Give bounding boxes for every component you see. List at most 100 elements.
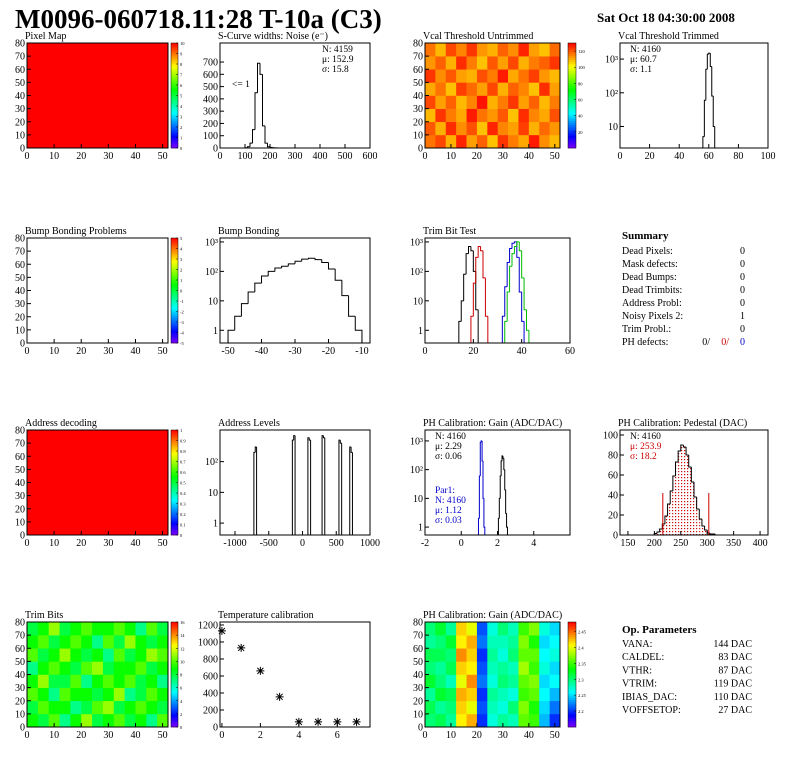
x-tick-label: 20 bbox=[76, 346, 86, 357]
heatmap-cell bbox=[497, 134, 509, 149]
histogram-bin bbox=[468, 245, 471, 254]
histogram-bin bbox=[506, 513, 508, 535]
palette-strip bbox=[568, 718, 576, 721]
palette-strip bbox=[171, 706, 178, 709]
heatmap-cell bbox=[518, 108, 530, 123]
panel-title: PH Calibration: Gain (ADC/DAC) bbox=[423, 418, 562, 429]
palette-strip bbox=[171, 55, 178, 58]
y-tick-label: 30 bbox=[15, 299, 25, 310]
x-tick-label: 40 bbox=[674, 151, 684, 162]
heatmap-cell bbox=[27, 622, 39, 636]
histogram-bin bbox=[341, 280, 349, 297]
stats-text: N: 4160 bbox=[630, 45, 661, 55]
y-tick-label: 50 bbox=[15, 78, 25, 89]
heatmap-cell bbox=[124, 661, 136, 675]
y-tick-label: 70 bbox=[15, 439, 25, 450]
histogram-bin bbox=[682, 445, 687, 448]
histogram-bin bbox=[706, 53, 709, 70]
x-tick-label: -10 bbox=[355, 346, 368, 357]
parameter-value: 27 DAC bbox=[718, 705, 752, 716]
palette-tick-label: 5 bbox=[180, 94, 183, 99]
parameter-label: VTHR: bbox=[622, 665, 652, 676]
heatmap-cell bbox=[124, 713, 136, 728]
palette-strip bbox=[171, 89, 178, 92]
heatmap-cell bbox=[508, 661, 519, 675]
heatmap-cell bbox=[476, 622, 488, 636]
palette-tick-label: 6 bbox=[180, 83, 183, 88]
heatmap-cell bbox=[539, 713, 550, 728]
palette-strip bbox=[568, 141, 576, 145]
histogram-bin bbox=[307, 257, 316, 260]
heatmap-cell bbox=[508, 700, 519, 715]
x-tick-label: 0 bbox=[423, 730, 428, 741]
palette-strip bbox=[568, 668, 576, 671]
heatmap-cell bbox=[435, 622, 447, 636]
palette-strip bbox=[568, 695, 576, 698]
heatmap-cell bbox=[445, 95, 457, 109]
palette-strip bbox=[568, 116, 576, 119]
heatmap-cell bbox=[435, 121, 447, 136]
palette-strip bbox=[171, 127, 178, 130]
x-tick-label: 40 bbox=[130, 730, 140, 741]
histogram-bin bbox=[656, 531, 660, 534]
palette-tick-label: 10 bbox=[180, 41, 185, 46]
heatmap-cell bbox=[497, 121, 509, 136]
histogram-bin bbox=[475, 271, 479, 311]
palette-strip bbox=[171, 133, 178, 136]
heatmap-cell bbox=[528, 700, 540, 715]
y-tick-label: 30 bbox=[15, 104, 25, 115]
palette-strip bbox=[568, 80, 576, 84]
palette-tick-label: 4 bbox=[180, 699, 183, 704]
heatmap-cell bbox=[476, 134, 488, 149]
palette-strip bbox=[171, 290, 178, 293]
histogram-bin bbox=[247, 291, 255, 304]
palette-strip bbox=[171, 122, 178, 126]
heatmap-cell bbox=[425, 700, 436, 715]
summary-label: Noisy Pixels 2: bbox=[622, 311, 683, 322]
heatmap-cell bbox=[157, 674, 169, 688]
palette-strip bbox=[171, 85, 178, 88]
palette-strip bbox=[171, 710, 178, 713]
heatmap-cell bbox=[476, 700, 488, 715]
heatmap-cell bbox=[113, 713, 125, 728]
heatmap-cell bbox=[528, 648, 540, 662]
palette-strip bbox=[171, 630, 178, 633]
palette-tick-label: 2.2 bbox=[578, 709, 584, 714]
heatmap-cell bbox=[456, 687, 467, 702]
heatmap-cell bbox=[549, 134, 561, 149]
heatmap-cell bbox=[539, 69, 550, 83]
palette-strip bbox=[171, 672, 178, 675]
palette-strip bbox=[171, 97, 178, 100]
histogram-bin bbox=[516, 241, 520, 258]
palette-tick-label: 0 bbox=[180, 289, 183, 294]
heatmap-cell bbox=[518, 648, 530, 662]
heatmap-cell bbox=[445, 121, 457, 136]
heatmap-cell bbox=[70, 687, 82, 702]
palette-strip bbox=[171, 68, 178, 71]
palette-strip bbox=[568, 672, 576, 675]
palette-strip bbox=[568, 45, 576, 48]
x-tick-label: 6 bbox=[335, 730, 340, 741]
heatmap-cell bbox=[92, 622, 104, 636]
x-tick-label: 0 bbox=[423, 346, 428, 357]
palette-strip bbox=[171, 328, 178, 331]
heatmap-cell bbox=[487, 622, 498, 636]
annotation: <= 1 bbox=[232, 80, 250, 90]
palette-strip bbox=[568, 135, 576, 138]
palette-tick-label: 2 bbox=[180, 712, 182, 717]
histogram-fill bbox=[696, 509, 700, 535]
palette-strip bbox=[171, 626, 178, 629]
y-tick-label: 40 bbox=[15, 286, 25, 297]
heatmap-cell bbox=[487, 674, 498, 688]
palette-strip bbox=[171, 294, 178, 298]
x-tick-label: 400 bbox=[313, 151, 328, 162]
histogram-bin bbox=[484, 277, 488, 317]
histogram-bin bbox=[701, 519, 705, 527]
y-tick-label: 1 bbox=[418, 523, 423, 534]
palette-strip bbox=[568, 701, 576, 705]
heatmap-cell bbox=[456, 635, 467, 649]
histogram-bin bbox=[478, 475, 481, 519]
palette-strip bbox=[568, 122, 576, 126]
palette-strip bbox=[568, 99, 576, 103]
histogram-bin bbox=[334, 269, 342, 281]
